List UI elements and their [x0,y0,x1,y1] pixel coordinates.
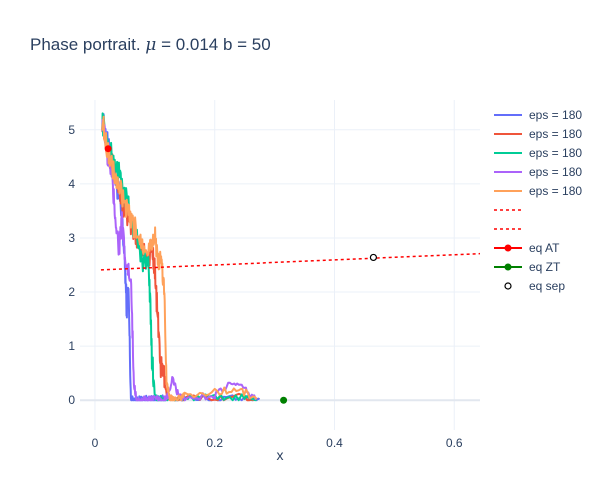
equilibrium-markers [104,145,378,404]
y-tick-label: 1 [68,339,75,353]
legend-item: eps = 180 [494,184,582,198]
legend-label: eps = 180 [529,146,582,160]
legend-item: eps = 180 [494,165,582,179]
legend-label: eq sep [529,279,565,293]
equilibrium-point [280,396,288,404]
legend-item: eps = 180 [494,127,582,141]
axes: 0 0.2 0.4 0.6 0 1 2 3 4 5 [68,123,463,450]
equilibrium-point [104,145,112,153]
legend-item: eq ZT [494,260,561,274]
y-tick-label: 2 [68,285,75,299]
plot-area [100,112,480,402]
legend-label: eps = 180 [529,127,582,141]
legend-marker [504,282,512,290]
x-axis-title: x [277,447,284,463]
x-tick-label: 0.4 [326,436,343,450]
legend-marker [504,263,512,271]
legend-label: eps = 180 [529,184,582,198]
y-tick-label: 5 [68,123,75,137]
x-tick-label: 0.6 [446,436,463,450]
legend: eps = 180 eps = 180 eps = 180 eps = 180 eps … [494,108,582,293]
series-line [101,115,258,402]
legend-item: eps = 180 [494,108,582,122]
y-tick-label: 3 [68,231,75,245]
legend-marker [504,244,512,252]
legend-item: eps = 180 [494,146,582,160]
series-line [101,118,257,402]
y-tick-label: 4 [68,177,75,191]
legend-label: eps = 180 [529,165,582,179]
separatrix-point [369,253,378,262]
legend-label: eq ZT [529,260,561,274]
legend-item: eq sep [504,279,565,293]
legend-item: eq AT [494,241,560,255]
legend-label: eq AT [529,241,560,255]
y-tick-label: 0 [68,393,75,407]
x-tick-label: 0.2 [206,436,223,450]
chart-title: Phase portrait. μ = 0.014 b = 50 [30,35,271,55]
x-tick-label: 0 [92,436,99,450]
grid-lines [80,100,480,430]
legend-label: eps = 180 [529,108,582,122]
